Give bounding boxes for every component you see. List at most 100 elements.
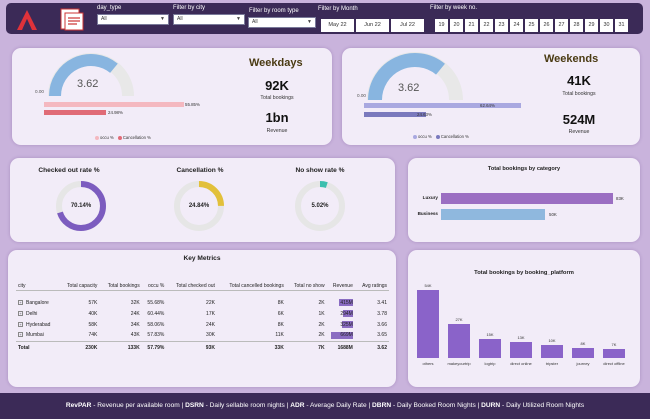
week-option[interactable]: 27: [555, 19, 568, 32]
chevron-down-icon: ▼: [160, 16, 165, 22]
platform-bar[interactable]: [448, 323, 470, 358]
platform-bar[interactable]: [510, 341, 532, 358]
weekends-occu-label: 62.64%: [480, 103, 495, 108]
capacity-cell: 40K: [88, 310, 98, 317]
column-header[interactable]: city: [16, 270, 59, 291]
legend-occu-label: occu %: [100, 135, 114, 140]
week-option[interactable]: 28: [570, 19, 583, 32]
platform-category-label: makeyourtrip: [447, 361, 471, 366]
city-cell: Hyderabad: [26, 321, 51, 328]
column-header[interactable]: Total checked out: [166, 270, 217, 291]
cancelled-cell: 8K: [277, 321, 284, 328]
bookings-cell: 34K: [130, 321, 140, 328]
weekends-card: 3.62 0.00 62.64% 24.63% occu % Cancellat…: [342, 48, 640, 145]
week-option[interactable]: 30: [600, 19, 613, 32]
week-option[interactable]: 26: [540, 19, 553, 32]
week-option[interactable]: 20: [450, 19, 463, 32]
filter-bar: day_type All ▼ Filter by city All ▼ Filt…: [6, 3, 643, 34]
weekdays-cancel-label: 24.98%: [108, 110, 123, 115]
occu-cell: 60.44%: [147, 310, 165, 317]
month-option[interactable]: Jul 22: [391, 19, 424, 32]
checked-out-rate-value: 70.14%: [70, 203, 92, 209]
weekends-cancel-bar: [364, 112, 426, 117]
platform-value-label: 54K: [424, 282, 432, 288]
column-header[interactable]: Total cancelled bookings: [216, 270, 286, 291]
glossary-desc: - Daily Booked Room Nights |: [391, 402, 482, 409]
day-type-label: day_type: [97, 5, 122, 11]
table-row: + Delhi 40K 24K 60.44% 17K 6K 1K 294M 3.7…: [16, 308, 389, 319]
platform-category-label: direct online: [510, 361, 532, 366]
weekdays-revenue-label: Revenue: [266, 128, 288, 134]
expand-icon[interactable]: +: [18, 321, 23, 327]
platform-bar[interactable]: [572, 347, 594, 358]
column-header[interactable]: Total capacity: [58, 270, 100, 291]
week-option[interactable]: 23: [495, 19, 508, 32]
month-filter-label: Filter by Month: [318, 6, 358, 12]
rating-cell: 3.78: [377, 310, 387, 317]
cancellation-rate-title: Cancellation %: [176, 167, 224, 174]
category-label: Business: [417, 211, 438, 216]
expand-icon[interactable]: +: [18, 332, 23, 338]
month-option[interactable]: Jun 22: [356, 19, 389, 32]
day-type-dropdown[interactable]: All ▼: [97, 14, 169, 25]
checked-out-rate-title: Checked out rate %: [38, 167, 100, 174]
revenue-databar: [342, 321, 353, 328]
room-type-dropdown[interactable]: All ▼: [248, 17, 316, 28]
platform-bar[interactable]: [603, 349, 625, 358]
total-label: Total: [16, 340, 59, 354]
column-header[interactable]: Revenue: [326, 270, 355, 291]
platform-bar[interactable]: [417, 289, 439, 358]
rates-card: Checked out rate % 70.14% Cancellation %…: [10, 158, 395, 242]
city-value: All: [177, 16, 183, 22]
rating-cell: 3.41: [377, 299, 387, 306]
bookings-cell: 32K: [130, 299, 140, 306]
column-header[interactable]: occu %: [141, 270, 167, 291]
week-option[interactable]: 22: [480, 19, 493, 32]
cancellation-rate-ring: [174, 181, 224, 231]
table-row: + Bangalore 57K 32K 55.68% 22K 8K 2K 415M…: [16, 297, 389, 308]
capacity-cell: 58K: [88, 321, 98, 328]
glossary-desc: - Revenue per available room |: [91, 402, 186, 409]
week-option[interactable]: 29: [585, 19, 598, 32]
week-option[interactable]: 25: [525, 19, 538, 32]
chevron-down-icon: ▼: [236, 16, 241, 22]
weekends-rating-value: 3.62: [398, 82, 420, 94]
category-chart-title: Total bookings by category: [487, 166, 561, 172]
column-header[interactable]: Total no show: [285, 270, 327, 291]
legend-dot-icon: [117, 135, 122, 140]
checked-out-cell: 22K: [206, 299, 215, 306]
weekends-gauge-min: 0.00: [357, 93, 366, 98]
week-option[interactable]: 21: [465, 19, 478, 32]
expand-icon[interactable]: +: [18, 299, 23, 305]
weekdays-legend: occu % Cancellation %: [92, 135, 151, 140]
bookings-cell: 43K: [130, 332, 140, 339]
occu-cell: 58.06%: [147, 321, 165, 328]
city-dropdown[interactable]: All ▼: [173, 14, 245, 25]
weekdays-rating-value: 3.62: [77, 78, 99, 90]
weekends-bookings-label: Total bookings: [562, 91, 596, 97]
expand-icon[interactable]: +: [18, 310, 23, 316]
column-header[interactable]: Total bookings: [99, 270, 142, 291]
room-type-value: All: [252, 19, 258, 25]
total-occu: 57.79%: [141, 340, 167, 354]
category-card: Total bookings by category Luxury 83K Bu…: [408, 158, 640, 242]
total-no-show: 7K: [285, 340, 327, 354]
table-row: + Mumbai 74K 43K 57.83% 30K 11K 2K 669M 3…: [16, 330, 389, 341]
platform-value-label: 27K: [455, 316, 463, 322]
week-option[interactable]: 31: [615, 19, 628, 32]
column-header[interactable]: Avg ratings: [354, 270, 389, 291]
month-option[interactable]: May 22: [321, 19, 354, 32]
brand-logo-icon: [17, 10, 37, 30]
key-metrics-card: Key Metrics city Total capacity Total bo…: [8, 250, 396, 387]
chevron-down-icon: ▼: [307, 19, 312, 25]
no-show-cell: 1K: [318, 310, 325, 317]
platform-bar[interactable]: [479, 339, 501, 358]
table-row: + Hyderabad 58K 34K 58.06% 24K 8K 2K 325M…: [16, 319, 389, 330]
week-option[interactable]: 24: [510, 19, 523, 32]
week-option[interactable]: 19: [435, 19, 448, 32]
booking-platform-card: Total bookings by booking_platform 54K ot…: [408, 250, 640, 387]
platform-bar[interactable]: [541, 345, 563, 358]
no-show-rate-ring: [295, 181, 345, 231]
no-show-rate-value: 5.02%: [311, 203, 329, 209]
occu-cell: 55.68%: [147, 299, 165, 306]
